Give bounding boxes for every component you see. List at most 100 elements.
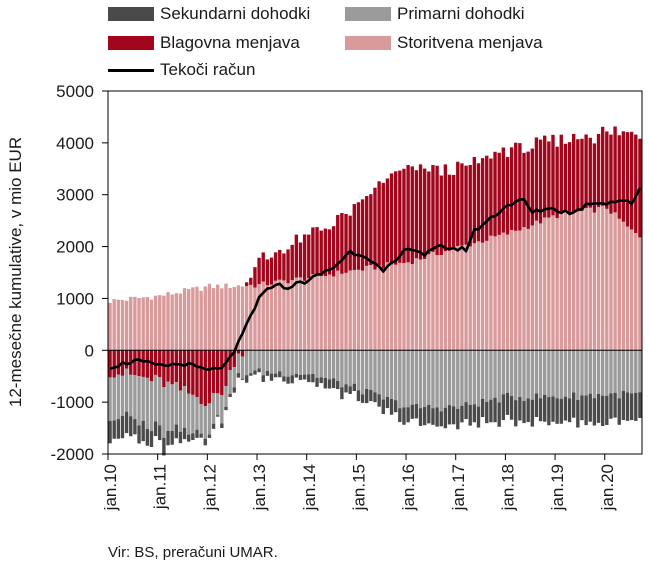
bar-primary xyxy=(269,350,274,374)
bar-secondary xyxy=(572,392,576,418)
bar-secondary xyxy=(302,374,307,380)
bar-goods xyxy=(501,147,506,233)
bar-secondary xyxy=(555,398,559,424)
bar-goods xyxy=(629,131,634,230)
bar-secondary xyxy=(394,400,398,413)
bar-goods xyxy=(509,147,514,230)
bar-primary xyxy=(543,350,547,395)
bar-primary xyxy=(327,350,332,380)
bar-secondary xyxy=(120,415,125,439)
bar-secondary xyxy=(170,430,174,445)
bar-services xyxy=(149,299,154,351)
bar-primary xyxy=(451,350,456,407)
bar-secondary xyxy=(418,408,423,426)
bar-secondary xyxy=(191,433,195,441)
bar-goods xyxy=(600,126,605,206)
bar-services xyxy=(236,285,241,351)
bar-services xyxy=(286,283,290,351)
bar-goods xyxy=(195,350,199,397)
bar-secondary xyxy=(315,377,319,387)
bar-primary xyxy=(369,350,373,390)
bar-primary xyxy=(394,350,398,401)
bar-services xyxy=(526,228,530,351)
bar-primary xyxy=(563,350,568,397)
bar-services xyxy=(158,295,162,351)
bar-primary xyxy=(489,350,493,400)
bar-goods xyxy=(427,171,431,255)
bar-goods xyxy=(410,166,414,264)
bar-services xyxy=(369,265,373,351)
bar-primary xyxy=(538,350,543,399)
bar-goods xyxy=(207,350,212,404)
bar-primary xyxy=(207,403,212,435)
bar-secondary xyxy=(489,399,493,423)
bar-secondary xyxy=(435,407,439,427)
bar-primary xyxy=(638,350,642,393)
bar-goods xyxy=(290,244,294,281)
bar-services xyxy=(439,255,443,351)
bar-primary xyxy=(158,377,162,426)
bar-secondary xyxy=(369,389,373,402)
bar-goods xyxy=(418,164,423,260)
bar-primary xyxy=(389,350,394,400)
bar-goods xyxy=(464,165,468,245)
bar-goods xyxy=(174,350,178,383)
bar-secondary xyxy=(414,403,419,419)
bar-services xyxy=(555,218,559,351)
bar-secondary xyxy=(137,425,141,444)
bar-secondary xyxy=(439,411,443,427)
y-tick-label: 1000 xyxy=(56,289,94,308)
bar-primary xyxy=(402,350,406,408)
bar-goods xyxy=(468,164,472,247)
bar-primary xyxy=(348,350,352,387)
bar-secondary xyxy=(344,384,348,393)
bar-goods xyxy=(534,137,539,221)
bar-goods xyxy=(170,350,174,385)
bar-secondary xyxy=(576,399,580,428)
bar-secondary xyxy=(244,375,249,383)
bar-services xyxy=(302,280,307,351)
bar-secondary xyxy=(228,393,232,398)
bar-services xyxy=(576,211,580,351)
bar-services xyxy=(518,230,522,351)
bar-services xyxy=(410,264,414,351)
bar-services xyxy=(559,213,563,351)
bar-goods xyxy=(282,253,286,281)
bar-secondary xyxy=(108,420,112,444)
bar-secondary xyxy=(365,388,369,404)
bar-goods xyxy=(373,187,377,270)
bar-services xyxy=(530,225,534,351)
bar-primary xyxy=(588,350,592,394)
bar-secondary xyxy=(530,399,534,427)
bar-services xyxy=(489,235,493,351)
bar-goods xyxy=(116,350,121,375)
bar-primary xyxy=(431,350,435,409)
bar-goods xyxy=(340,213,344,274)
legend-swatch-goods xyxy=(108,36,154,50)
bar-primary xyxy=(195,396,199,430)
bar-services xyxy=(534,220,539,351)
legend-label-secondary: Sekundarni dohodki xyxy=(160,4,311,23)
bar-secondary xyxy=(273,373,278,378)
legend-item-secondary: Sekundarni dohodki xyxy=(108,4,310,24)
bar-primary xyxy=(514,350,518,401)
bar-goods xyxy=(609,134,613,214)
bar-secondary xyxy=(249,373,253,376)
bar-services xyxy=(352,269,356,351)
bar-services xyxy=(493,236,497,351)
bar-primary xyxy=(443,350,448,408)
bar-goods xyxy=(199,350,203,405)
bar-primary xyxy=(522,350,526,401)
bar-services xyxy=(170,294,174,351)
bar-goods xyxy=(580,138,584,211)
bar-goods xyxy=(145,350,150,378)
bar-secondary xyxy=(265,370,270,376)
y-tick-label: 4000 xyxy=(56,134,94,153)
bar-secondary xyxy=(493,397,497,423)
x-tick-label: jan.11 xyxy=(151,464,170,510)
bar-secondary xyxy=(286,376,290,384)
bar-primary xyxy=(145,377,150,429)
bar-secondary xyxy=(199,433,203,438)
bar-goods xyxy=(414,170,419,259)
bar-services xyxy=(129,296,133,351)
